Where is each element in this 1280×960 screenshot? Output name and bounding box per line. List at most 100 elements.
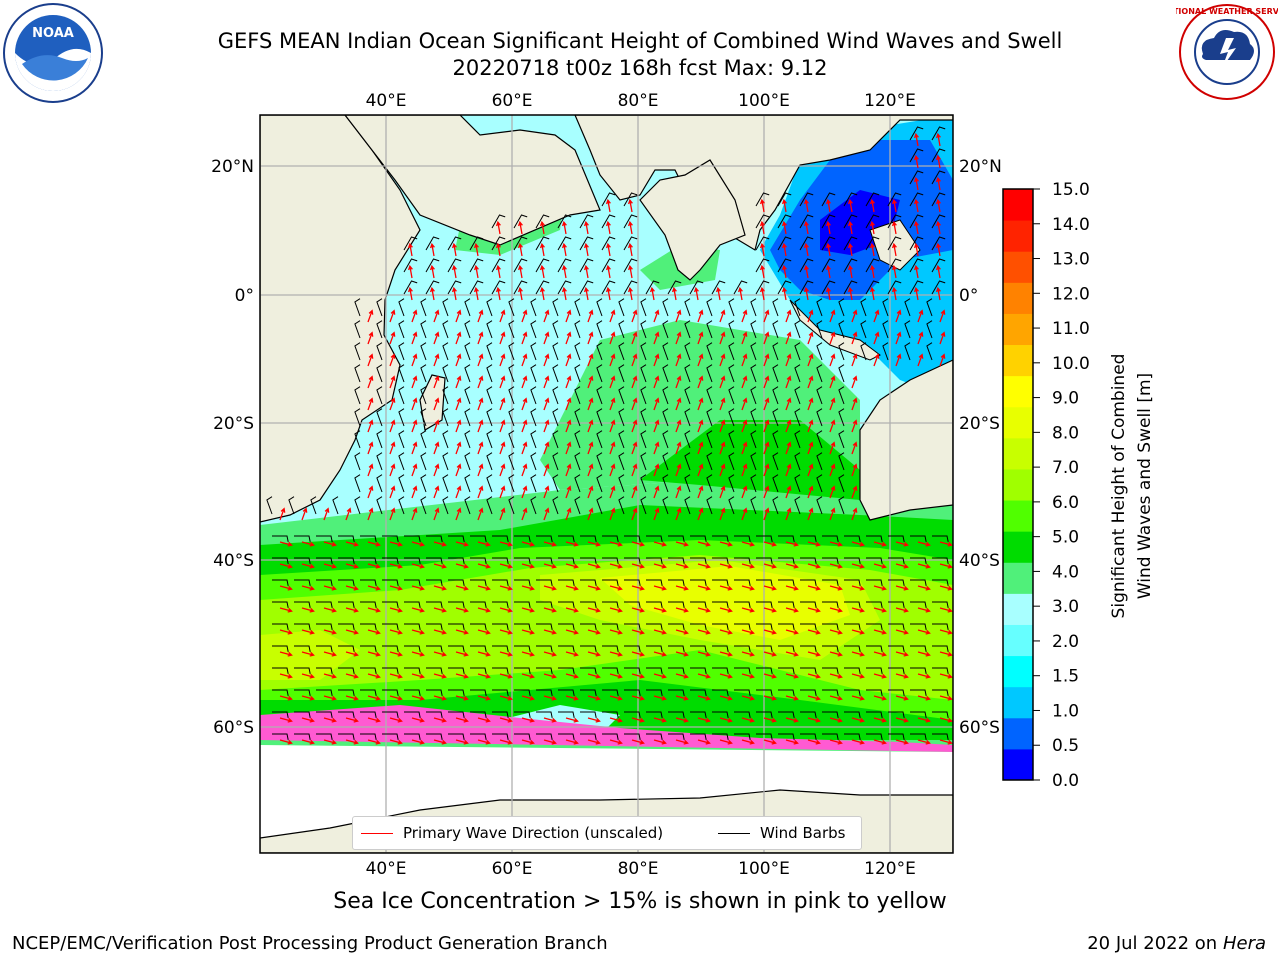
wave-arrow [653,507,660,521]
legend-barb-label: Wind Barbs [760,824,846,842]
colorbar-segment [1003,500,1033,532]
wave-arrow [851,585,865,591]
wave-arrow [279,717,293,723]
wave-arrow [301,507,308,521]
wave-arrow [829,309,836,323]
wave-arrow [741,695,755,701]
wave-arrow [451,242,457,257]
wind-barb [354,408,361,427]
wind-barb [794,320,801,339]
wave-arrow [517,286,523,301]
wave-arrow [565,485,572,499]
wave-direction-arrows [279,132,953,745]
wind-barb [640,298,647,317]
wave-arrow [895,585,909,591]
wave-arrow [367,463,374,477]
wave-arrow [455,331,462,345]
wind-barb [794,408,801,427]
wind-barb [486,474,493,493]
wind-barb [580,535,597,542]
wind-barb [755,214,770,229]
wind-barb [755,258,770,273]
wind-barb [508,298,515,317]
wind-barb [910,733,927,740]
wave-arrow [495,220,501,235]
wave-arrow [389,717,403,723]
wave-arrow [323,739,337,745]
wind-barb [557,214,572,229]
wind-barb [316,601,333,608]
wave-arrow [829,463,836,477]
wind-barb [514,579,531,586]
wave-arrow [913,198,919,213]
wave-arrow [543,673,557,679]
wave-arrow [521,331,528,345]
wind-barb [690,579,707,586]
wind-barb [491,214,506,229]
wave-arrow [543,397,550,411]
lat-label-right-60s: 60°S [959,718,1000,738]
colorbar-tick-label: 14.0 [1052,215,1090,235]
wave-arrow [389,629,403,635]
lat-label-left-0: 0° [235,286,254,306]
wind-barb [552,452,559,471]
wave-arrow [389,353,396,367]
wind-barb [486,386,493,405]
wave-arrow [803,198,809,213]
wind-barb [464,408,471,427]
wind-barb [734,645,751,652]
wave-arrow [913,264,919,279]
wind-barb [756,557,773,564]
wind-barb [684,364,691,383]
wave-arrow [565,585,579,591]
colorbar-tick-label: 5.0 [1052,528,1079,548]
wind-barb [624,601,641,608]
wind-barb [602,557,619,564]
wind-barb [536,579,553,586]
wind-barb [865,214,880,229]
wave-arrow [719,629,733,635]
wind-barb [338,667,355,674]
wind-barb [404,667,421,674]
wave-arrow [499,441,506,455]
wind-barb [360,689,377,696]
wind-barb [910,601,927,608]
wave-arrow [389,541,403,547]
wave-arrow [939,607,953,613]
wave-arrow [763,739,777,745]
colorbar-tick-label: 8.0 [1052,423,1079,443]
wind-barb [580,689,597,696]
wind-barb [398,452,405,471]
wave-arrow [785,717,799,723]
wave-arrow [587,507,594,521]
wave-arrow [653,331,660,345]
wave-arrow [477,563,491,569]
wind-barb [382,535,399,542]
wind-barb [442,364,449,383]
wave-arrow [719,673,733,679]
wave-arrow [323,629,337,635]
wind-barb [866,601,883,608]
wind-barb [464,298,471,317]
wind-barb [272,601,289,608]
wave-arrow [675,331,682,345]
wave-arrow [455,485,462,499]
wave-arrow [583,242,589,257]
wave-arrow [543,695,557,701]
wave-arrow [763,607,777,613]
wind-barb [646,623,663,630]
wind-barb [574,408,581,427]
wave-arrow [851,441,858,455]
wave-arrow [477,331,484,345]
wave-arrow [543,651,557,657]
wave-arrow [433,563,447,569]
wind-barb [800,689,817,696]
wind-barb [888,579,905,586]
wave-arrow [763,651,777,657]
wind-barb [492,557,509,564]
wind-barb [574,430,581,449]
wind-barb [706,342,713,361]
wind-barb [382,645,399,652]
wave-arrow [411,353,418,367]
wave-arrow [851,331,858,345]
